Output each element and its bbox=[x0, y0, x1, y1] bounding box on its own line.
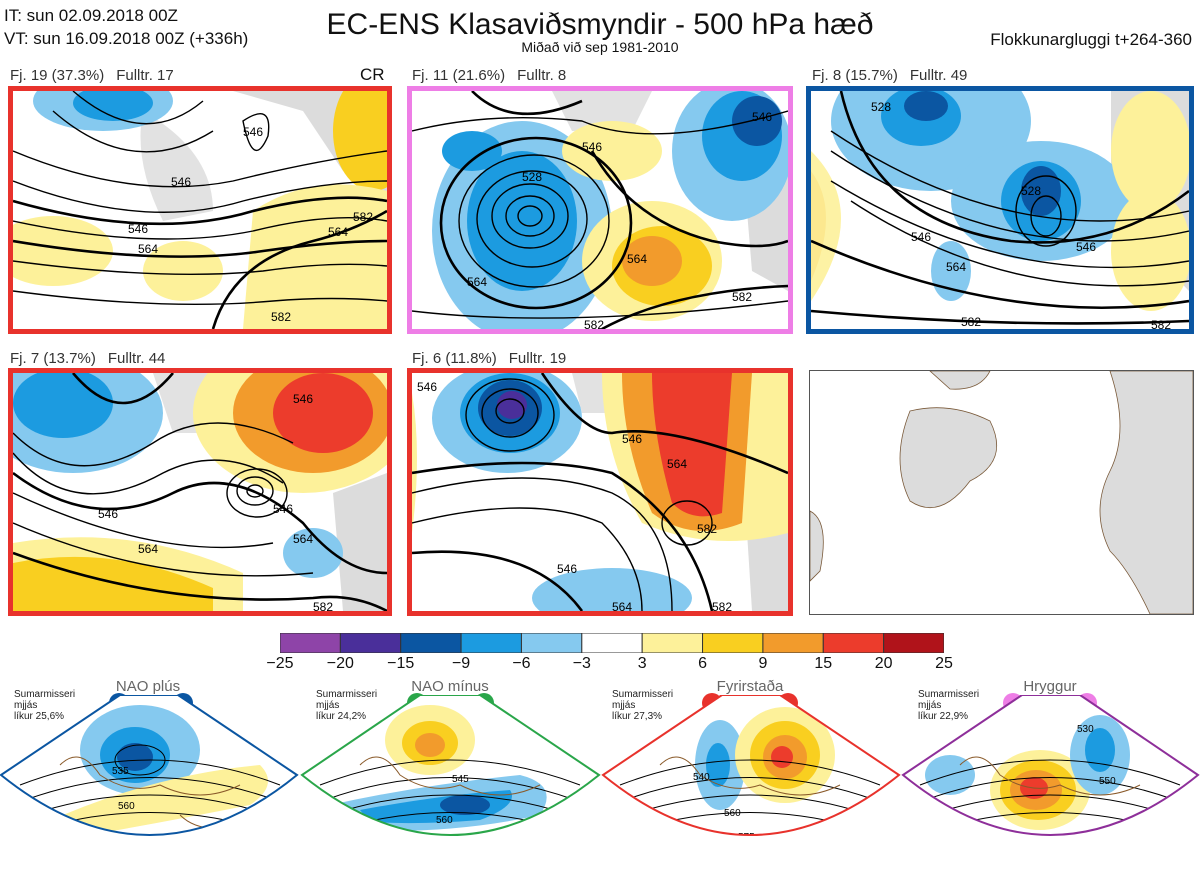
svg-text:582: 582 bbox=[353, 210, 373, 224]
panel-label-1: Fj. 19 (37.3%) Fulltr. 17 bbox=[10, 67, 174, 84]
svg-text:540: 540 bbox=[693, 772, 710, 783]
svg-text:546: 546 bbox=[1076, 240, 1096, 254]
svg-text:575: 575 bbox=[738, 832, 755, 843]
svg-text:546: 546 bbox=[171, 175, 191, 189]
regime-note-4: Sumarmisseri mjjás líkur 22,9% bbox=[918, 689, 980, 722]
svg-text:535: 535 bbox=[112, 766, 129, 777]
colorbar-swatch bbox=[520, 632, 583, 654]
svg-text:546: 546 bbox=[243, 125, 263, 139]
svg-text:550: 550 bbox=[1099, 776, 1116, 787]
regime-title-nao-minus: NAO mínus bbox=[411, 678, 489, 695]
regime-maps: 535 560 545 560 575 540 bbox=[0, 695, 1200, 861]
svg-text:528: 528 bbox=[522, 170, 542, 184]
page-subtitle: Miðað við sep 1981-2010 bbox=[521, 39, 679, 55]
colorbar-tick-label: 25 bbox=[935, 655, 953, 672]
colorbar-tick-label: 3 bbox=[637, 655, 647, 672]
colorbar-tick-label: 20 bbox=[874, 655, 893, 672]
colorbar-tick-label: −9 bbox=[451, 655, 471, 672]
panel-label-4: Fj. 7 (13.7%) Fulltr. 44 bbox=[10, 350, 166, 367]
colorbar-tick-label: 9 bbox=[758, 655, 768, 672]
cluster-map-1: 546 546 564 582 564 546 582 bbox=[8, 86, 392, 334]
initial-time: IT: sun 02.09.2018 00Z bbox=[4, 6, 178, 25]
svg-text:582: 582 bbox=[271, 310, 291, 324]
colorbar-tick-label: −3 bbox=[572, 655, 591, 672]
anomaly-colorbar bbox=[279, 632, 945, 658]
panel-tag-cr: CR bbox=[360, 65, 385, 84]
base-map-empty bbox=[809, 370, 1194, 615]
svg-text:528: 528 bbox=[871, 100, 891, 114]
svg-text:564: 564 bbox=[946, 260, 966, 274]
svg-text:546: 546 bbox=[273, 502, 293, 516]
svg-text:564: 564 bbox=[328, 225, 348, 239]
svg-text:560: 560 bbox=[118, 801, 135, 812]
svg-text:546: 546 bbox=[128, 222, 148, 236]
svg-text:546: 546 bbox=[98, 507, 118, 521]
colorbar-swatch bbox=[822, 632, 885, 654]
colorbar-tick-label: −25 bbox=[266, 655, 294, 672]
colorbar-swatch bbox=[883, 632, 945, 654]
svg-text:546: 546 bbox=[911, 230, 931, 244]
svg-text:582: 582 bbox=[313, 600, 333, 611]
svg-text:564: 564 bbox=[138, 542, 158, 556]
header-info: IT: sun 02.09.2018 00Z VT: sun 16.09.201… bbox=[4, 4, 248, 50]
colorbar-tick-label: 6 bbox=[698, 655, 707, 672]
colorbar-swatch bbox=[702, 632, 764, 654]
svg-text:582: 582 bbox=[697, 522, 717, 536]
colorbar-swatch bbox=[339, 632, 402, 654]
colorbar-tick-label: 15 bbox=[814, 655, 833, 672]
colorbar-swatch bbox=[581, 632, 643, 654]
colorbar-tick-label: −15 bbox=[387, 655, 415, 672]
page-title: EC-ENS Klasaviðsmyndir - 500 hPa hæð bbox=[326, 8, 874, 41]
panel-label-3: Fj. 8 (15.7%) Fulltr. 49 bbox=[812, 67, 968, 84]
clustering-window: Flokkunargluggi t+264-360 bbox=[990, 30, 1192, 49]
svg-text:546: 546 bbox=[582, 140, 602, 154]
svg-text:546: 546 bbox=[417, 380, 437, 394]
regime-note-3: Sumarmisseri mjjás líkur 27,3% bbox=[612, 689, 674, 722]
svg-text:546: 546 bbox=[622, 432, 642, 446]
cluster-map-5: 546 546 564 582 546 582 564 bbox=[407, 368, 793, 616]
svg-text:564: 564 bbox=[467, 275, 487, 289]
colorbar-tick-label: −6 bbox=[512, 655, 531, 672]
svg-text:560: 560 bbox=[724, 808, 741, 819]
svg-text:582: 582 bbox=[732, 290, 752, 304]
svg-text:546: 546 bbox=[752, 110, 772, 124]
colorbar-tick-label: −20 bbox=[326, 655, 354, 672]
valid-time: VT: sun 16.09.2018 00Z (+336h) bbox=[4, 29, 249, 48]
svg-text:546: 546 bbox=[293, 392, 313, 406]
svg-text:582: 582 bbox=[584, 318, 604, 329]
svg-text:575: 575 bbox=[1095, 837, 1112, 848]
svg-text:564: 564 bbox=[627, 252, 647, 266]
svg-text:575: 575 bbox=[447, 850, 464, 861]
cluster-map-3: 528 546 564 582 546 528 582 bbox=[806, 86, 1194, 334]
colorbar-swatch bbox=[641, 632, 704, 654]
colorbar-swatch bbox=[762, 632, 824, 654]
svg-text:564: 564 bbox=[293, 532, 313, 546]
regime-note-1: Sumarmisseri mjjás líkur 25,6% bbox=[14, 689, 76, 722]
panel-label-5: Fj. 6 (11.8%) Fulltr. 19 bbox=[412, 350, 567, 367]
svg-text:582: 582 bbox=[1151, 318, 1171, 329]
svg-text:582: 582 bbox=[961, 315, 981, 329]
svg-text:564: 564 bbox=[138, 242, 158, 256]
svg-text:545: 545 bbox=[452, 774, 469, 785]
regime-title-blocking: Fyrirstaða bbox=[716, 678, 784, 695]
regime-title-ridge: Hryggur bbox=[1023, 678, 1077, 695]
svg-text:546: 546 bbox=[557, 562, 577, 576]
cluster-map-2: 528 546 564 564 582 582 546 bbox=[407, 86, 793, 334]
svg-text:564: 564 bbox=[612, 600, 632, 611]
colorbar-swatch bbox=[400, 632, 462, 654]
svg-text:530: 530 bbox=[1077, 724, 1094, 735]
svg-text:564: 564 bbox=[667, 457, 687, 471]
panel-label-2: Fj. 11 (21.6%) Fulltr. 8 bbox=[412, 67, 567, 84]
regime-title-nao-plus: NAO plús bbox=[115, 678, 181, 695]
cluster-map-4: 546 564 564 546 582 546 bbox=[8, 368, 392, 616]
svg-text:528: 528 bbox=[1021, 184, 1041, 198]
svg-text:560: 560 bbox=[436, 815, 453, 826]
svg-text:582: 582 bbox=[712, 600, 732, 611]
colorbar-swatch bbox=[279, 632, 341, 654]
regime-note-2: Sumarmisseri mjjás líkur 24,2% bbox=[316, 689, 378, 722]
colorbar-swatch bbox=[460, 632, 522, 654]
